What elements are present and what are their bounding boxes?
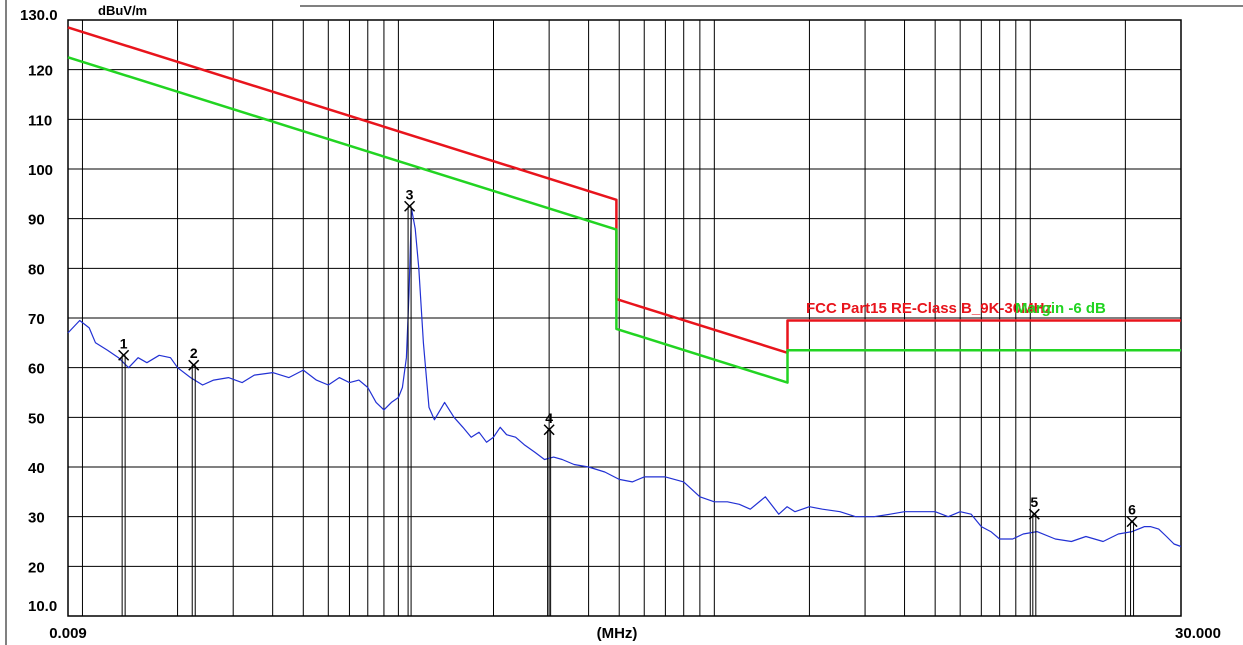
tick-labels: 20 30 40 50 60 70 80 90 100 110 120 (28, 63, 53, 577)
marker-label: 6 (1128, 502, 1136, 518)
marker-label: 5 (1030, 494, 1038, 510)
y-tick-label: 80 (28, 261, 45, 278)
y-tick-label: 120 (28, 63, 53, 80)
y-tick-label: 70 (28, 311, 45, 328)
marker-label: 4 (545, 410, 553, 426)
y-axis-top-label: 130.0 (20, 7, 58, 24)
marker-layer: 1 2 3 4 5 6 (118, 186, 1138, 616)
marker-label: 1 (120, 335, 128, 351)
y-tick-label: 50 (28, 410, 45, 427)
legend-limit-label: FCC Part15 RE-Class B_9K-30MHz (806, 300, 1052, 317)
y-tick-label: 20 (28, 559, 45, 576)
x-axis-start-label: 0.009 (49, 625, 87, 642)
y-tick-label: 100 (28, 162, 53, 179)
marker-cross (188, 359, 200, 371)
margin-line (67, 56, 1181, 384)
y-tick-label: 60 (28, 361, 45, 378)
marker-label: 3 (406, 186, 414, 202)
x-axis-end-label: 30.000 (1175, 625, 1221, 642)
marker-cross (118, 349, 130, 361)
limit-line (67, 26, 1181, 355)
y-axis-unit-label: dBuV/m (98, 3, 147, 18)
series-layer (67, 26, 1182, 548)
y-axis-bottom-label: 10.0 (28, 598, 57, 615)
x-axis-unit-label: (MHz) (597, 625, 638, 642)
grid (67, 20, 1181, 616)
y-tick-label: 40 (28, 460, 45, 477)
marker-cross (543, 424, 555, 436)
measurement-line (67, 208, 1182, 548)
marker-cross (1028, 508, 1040, 520)
y-tick-label: 90 (28, 212, 45, 229)
legend-margin-label: Margin -6 dB (1015, 300, 1106, 317)
marker-cross (404, 200, 416, 212)
marker-cross (1126, 516, 1138, 528)
y-tick-label: 30 (28, 510, 45, 527)
y-tick-label: 110 (28, 112, 52, 129)
marker-label: 2 (190, 345, 198, 361)
